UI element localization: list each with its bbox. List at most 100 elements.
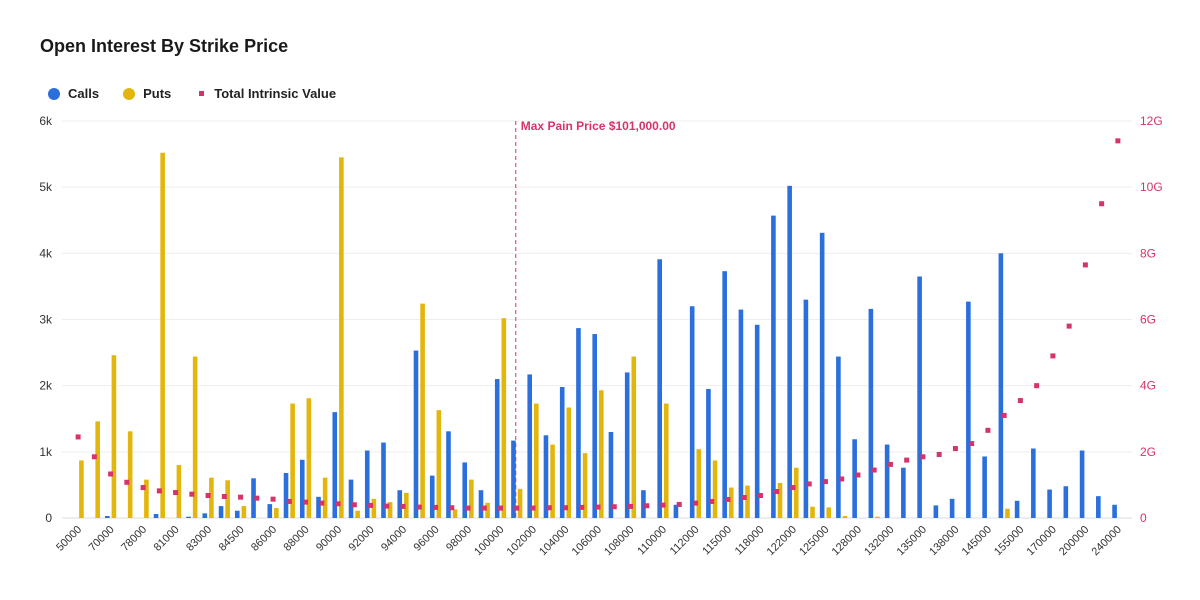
calls-bar[interactable] (673, 504, 679, 518)
puts-bar[interactable] (290, 403, 295, 518)
puts-bar[interactable] (274, 508, 279, 518)
intrinsic-point[interactable] (173, 490, 179, 496)
intrinsic-point[interactable] (335, 501, 341, 507)
intrinsic-point[interactable] (75, 434, 81, 440)
puts-bar[interactable] (192, 356, 198, 518)
puts-bar[interactable] (1005, 508, 1010, 518)
calls-bar[interactable] (1063, 486, 1069, 518)
calls-bar[interactable] (543, 435, 549, 518)
puts-bar[interactable] (631, 356, 637, 518)
intrinsic-point[interactable] (91, 454, 97, 460)
calls-bar[interactable] (657, 259, 662, 518)
calls-bar[interactable] (608, 431, 614, 518)
puts-bar[interactable] (436, 410, 442, 518)
puts-bar[interactable] (826, 507, 832, 518)
puts-bar[interactable] (371, 498, 377, 518)
puts-bar[interactable] (404, 492, 409, 518)
intrinsic-point[interactable] (871, 467, 877, 473)
intrinsic-point[interactable] (579, 504, 585, 510)
intrinsic-point[interactable] (822, 479, 828, 485)
legend-item-intrinsic[interactable]: Total Intrinsic Value (195, 86, 336, 101)
intrinsic-point[interactable] (254, 495, 260, 501)
intrinsic-point[interactable] (887, 461, 893, 467)
puts-bar[interactable] (599, 390, 604, 518)
calls-bar[interactable] (527, 374, 533, 518)
intrinsic-point[interactable] (611, 504, 617, 510)
puts-bar[interactable] (842, 516, 848, 518)
calls-bar[interactable] (1079, 450, 1085, 518)
puts-bar[interactable] (79, 460, 84, 518)
intrinsic-point[interactable] (644, 503, 650, 509)
intrinsic-point[interactable] (692, 500, 698, 506)
calls-bar[interactable] (494, 379, 500, 518)
intrinsic-point[interactable] (774, 489, 780, 495)
legend-item-calls[interactable]: Calls (48, 86, 99, 101)
puts-bar[interactable] (225, 480, 230, 518)
intrinsic-point[interactable] (985, 427, 991, 433)
intrinsic-point[interactable] (1034, 383, 1040, 389)
intrinsic-point[interactable] (709, 498, 715, 504)
calls-bar[interactable] (364, 450, 370, 518)
puts-bar[interactable] (728, 487, 734, 518)
intrinsic-point[interactable] (1082, 262, 1088, 268)
calls-bar[interactable] (1096, 496, 1101, 518)
calls-bar[interactable] (462, 462, 468, 518)
calls-bar[interactable] (559, 386, 565, 518)
intrinsic-point[interactable] (384, 503, 390, 509)
intrinsic-point[interactable] (530, 505, 536, 511)
puts-bar[interactable] (387, 502, 393, 518)
calls-bar[interactable] (819, 232, 825, 519)
puts-bar[interactable] (127, 431, 133, 518)
intrinsic-point[interactable] (286, 498, 292, 504)
intrinsic-point[interactable] (595, 504, 601, 510)
intrinsic-point[interactable] (238, 494, 244, 500)
calls-bar[interactable] (624, 372, 630, 518)
calls-bar[interactable] (413, 350, 419, 518)
intrinsic-point[interactable] (270, 496, 276, 502)
intrinsic-point[interactable] (806, 481, 812, 487)
intrinsic-point[interactable] (790, 485, 796, 491)
intrinsic-point[interactable] (676, 501, 682, 507)
intrinsic-point[interactable] (140, 485, 146, 491)
intrinsic-point[interactable] (303, 499, 309, 505)
puts-bar[interactable] (566, 407, 572, 518)
calls-bar[interactable] (884, 444, 890, 518)
intrinsic-point[interactable] (205, 493, 211, 499)
calls-bar[interactable] (982, 456, 987, 518)
calls-bar[interactable] (576, 328, 581, 518)
intrinsic-point[interactable] (546, 505, 552, 511)
puts-bar[interactable] (339, 157, 344, 518)
intrinsic-point[interactable] (904, 457, 910, 463)
calls-bar[interactable] (234, 510, 240, 518)
intrinsic-point[interactable] (1017, 398, 1023, 404)
calls-bar[interactable] (852, 439, 857, 518)
intrinsic-point[interactable] (481, 505, 487, 511)
puts-bar[interactable] (485, 502, 490, 518)
intrinsic-point[interactable] (1115, 138, 1121, 144)
puts-bar[interactable] (160, 152, 165, 518)
intrinsic-point[interactable] (1050, 353, 1056, 359)
puts-bar[interactable] (582, 453, 588, 518)
intrinsic-point[interactable] (757, 493, 763, 499)
intrinsic-point[interactable] (465, 505, 471, 511)
puts-bar[interactable] (355, 510, 360, 518)
intrinsic-point[interactable] (351, 502, 357, 508)
calls-bar[interactable] (592, 334, 597, 518)
calls-bar[interactable] (153, 514, 159, 518)
calls-bar[interactable] (478, 490, 484, 518)
calls-bar[interactable] (836, 356, 841, 518)
intrinsic-point[interactable] (156, 488, 162, 494)
calls-bar[interactable] (218, 506, 224, 518)
intrinsic-point[interactable] (124, 479, 130, 485)
calls-bar[interactable] (283, 473, 289, 518)
puts-bar[interactable] (95, 421, 100, 518)
intrinsic-point[interactable] (741, 494, 747, 500)
intrinsic-point[interactable] (1099, 201, 1105, 207)
calls-bar[interactable] (267, 504, 273, 518)
puts-bar[interactable] (241, 506, 247, 518)
intrinsic-point[interactable] (1001, 412, 1007, 418)
puts-bar[interactable] (501, 318, 507, 518)
calls-bar[interactable] (901, 467, 906, 518)
calls-bar[interactable] (1047, 489, 1052, 518)
intrinsic-point[interactable] (936, 451, 942, 457)
